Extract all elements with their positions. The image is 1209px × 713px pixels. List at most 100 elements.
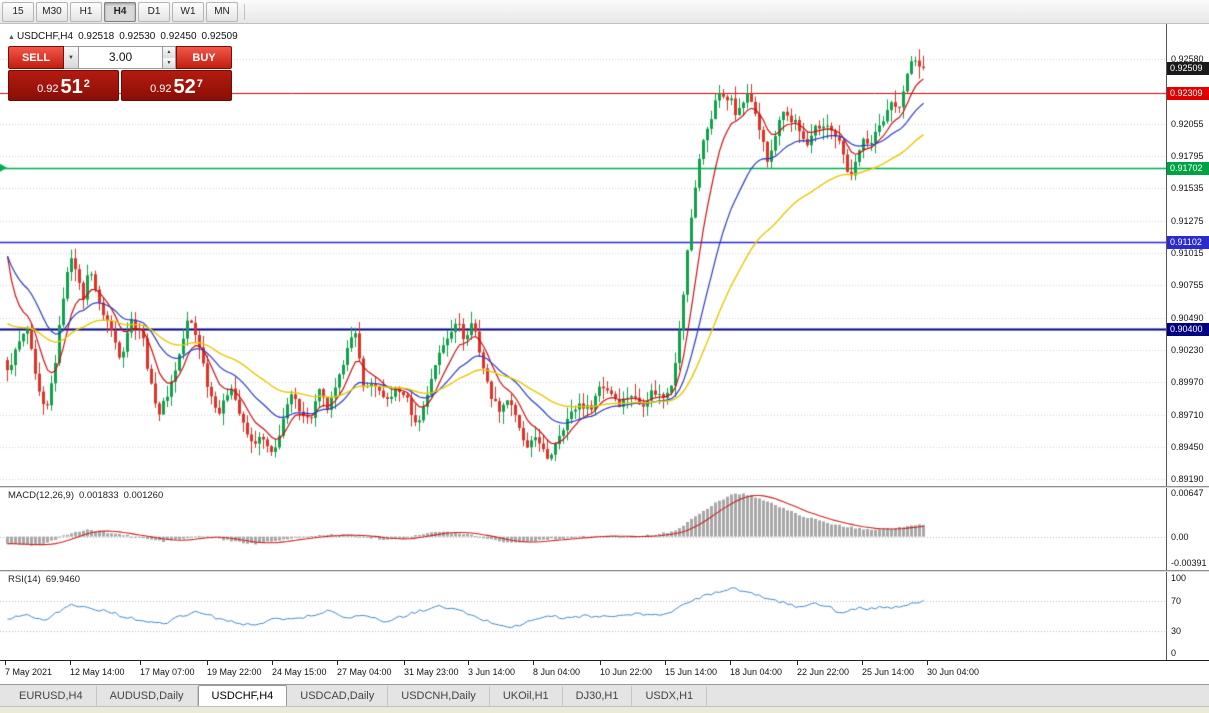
rsi-axis-label: 0 [1171,648,1177,658]
price-axis-label: 0.92580 [1171,54,1204,64]
sell-price-big: 51 [60,76,83,98]
buy-button[interactable]: BUY [176,46,232,69]
symbol-tab-bar: EURUSD,H4 AUDUSD,Daily USDCHF,H4 USDCAD,Dai… [0,684,1209,706]
timeframe-button-h4[interactable]: H4 [104,1,136,22]
time-axis-tick [927,661,928,665]
sell-price-prefix: 0.92 [37,83,59,95]
volume-dropdown-icon[interactable]: ▼ [64,46,79,69]
macd-axis-label: 0.00647 [1171,488,1204,498]
time-axis-tick [207,661,208,665]
time-axis: 7 May 2021 12 May 14:00 17 May 07:00 19 May… [0,660,1166,684]
time-axis-tick [140,661,141,665]
ohlc-open: 0.92518 [78,31,115,42]
time-axis-label: 18 Jun 04:00 [730,667,783,677]
time-axis-label: 19 May 22:00 [207,667,262,677]
time-axis-label: 17 May 07:00 [140,667,195,677]
volume-stepper: ▲ ▼ [162,46,176,69]
ohlc-symbol: USDCHF,H4 [16,31,74,42]
ohlc-readout: ▲ USDCHF,H4 0.92518 0.92530 0.92450 0.92509 [8,31,243,42]
ohlc-high: 0.92530 [119,31,156,42]
one-click-trading-panel: SELL ▼ 3.00 ▲ ▼ BUY 0.92 51 2 0.92 52 [8,46,232,101]
timeframe-toolbar: 15 M30 H1 H4 D1 W1 MN [0,0,1209,24]
time-axis-tick [797,661,798,665]
time-axis-label: 10 Jun 22:00 [600,667,653,677]
sell-price-pip: 2 [83,78,90,90]
macd-name: MACD(12,26,9) [8,490,74,501]
rsi-axis-label: 100 [1171,573,1187,583]
price-axis-label: 0.90230 [1171,345,1204,356]
ohlc-close: 0.92509 [201,31,238,42]
time-axis-tick [730,661,731,665]
tab-dj30-h1[interactable]: DJ30,H1 [563,686,633,706]
tab-ukoil-h1[interactable]: UKOil,H1 [490,686,563,706]
time-axis-tick [600,661,601,665]
tab-usdcnh-daily[interactable]: USDCNH,Daily [388,686,490,706]
time-axis-label: 22 Jun 22:00 [797,667,850,677]
timeframe-button-m30[interactable]: M30 [36,1,68,22]
price-axis-label: 0.89710 [1171,409,1204,420]
time-axis-tick [70,661,71,665]
tab-audusd-daily[interactable]: AUDUSD,Daily [97,686,198,706]
time-axis-label: 15 Jun 14:00 [665,667,718,677]
price-axis-tag: 0.91702 [1167,161,1209,175]
time-axis-label: 30 Jun 04:00 [927,667,980,677]
macd-axis-label: -0.00391 [1171,558,1207,568]
pane-divider-rsi[interactable] [0,570,1209,572]
time-axis-tick [665,661,666,665]
tab-eurusd-h4[interactable]: EURUSD,H4 [6,686,97,706]
buy-price-prefix: 0.92 [150,83,172,95]
price-axis-tag: 0.91102 [1167,236,1209,250]
time-axis-label: 24 May 15:00 [272,667,327,677]
chart-marker-icon: ▲ [8,34,15,41]
macd-signal-value: 0.001260 [123,490,164,501]
buy-price-display[interactable]: 0.92 52 7 [121,70,232,101]
price-axis-label: 0.89970 [1171,377,1204,388]
timeframe-button-d1[interactable]: D1 [138,1,170,22]
ohlc-low: 0.92450 [160,31,197,42]
buy-price-big: 52 [173,76,196,98]
price-axis-label: 0.91015 [1171,247,1204,258]
rsi-axis-label: 70 [1171,595,1182,606]
chart-canvas[interactable] [0,24,1166,660]
price-axis: 0.92580 0.92055 0.91795 0.91535 0.91275 0.910… [1166,24,1209,660]
volume-increment-button[interactable]: ▲ [163,47,175,58]
time-axis-tick [272,661,273,665]
macd-indicator-label: MACD(12,26,9) 0.001833 0.001260 [8,490,168,501]
time-axis-label: 12 May 14:00 [70,667,125,677]
time-axis-tick [533,661,534,665]
price-axis-label: 0.89190 [1171,474,1204,484]
macd-value: 0.001833 [79,490,119,501]
sell-price-display[interactable]: 0.92 51 2 [8,70,119,101]
tab-usdx-h1[interactable]: USDX,H1 [632,686,708,706]
time-axis-label: 7 May 2021 [5,667,53,677]
price-axis-label: 0.89450 [1171,441,1204,452]
chart-area: ▲ USDCHF,H4 0.92518 0.92530 0.92450 0.92509 S… [0,24,1209,684]
time-axis-label: 27 May 04:00 [337,667,392,677]
time-axis-tick [337,661,338,665]
time-axis-label: 31 May 23:00 [404,667,459,677]
price-axis-label: 0.92055 [1171,119,1204,130]
timeframe-button-mn[interactable]: MN [206,1,238,22]
timeframe-button-w1[interactable]: W1 [172,1,204,22]
timeframe-button-15[interactable]: 15 [2,1,34,22]
pane-divider-macd[interactable] [0,486,1209,488]
volume-decrement-button[interactable]: ▼ [163,57,175,68]
rsi-axis-label: 30 [1171,625,1182,636]
time-axis-tick [5,661,6,665]
time-axis-label: 3 Jun 14:00 [468,667,516,677]
price-axis-label: 0.90755 [1171,280,1204,291]
time-axis-tick [404,661,405,665]
price-axis-label: 0.91795 [1171,151,1204,162]
time-axis-tick [468,661,469,665]
timeframe-button-h1[interactable]: H1 [70,1,102,22]
price-axis-tag: 0.92309 [1167,86,1209,100]
volume-input[interactable]: 3.00 [79,46,162,69]
buy-price-pip: 7 [196,78,203,90]
price-axis-label: 0.90490 [1171,312,1204,323]
tab-usdchf-h4[interactable]: USDCHF,H4 [197,685,288,706]
price-axis-tag: 0.90400 [1167,323,1209,337]
sell-button[interactable]: SELL [8,46,64,69]
tab-usdcad-daily[interactable]: USDCAD,Daily [287,686,389,706]
window-resize-strip [0,706,1209,713]
